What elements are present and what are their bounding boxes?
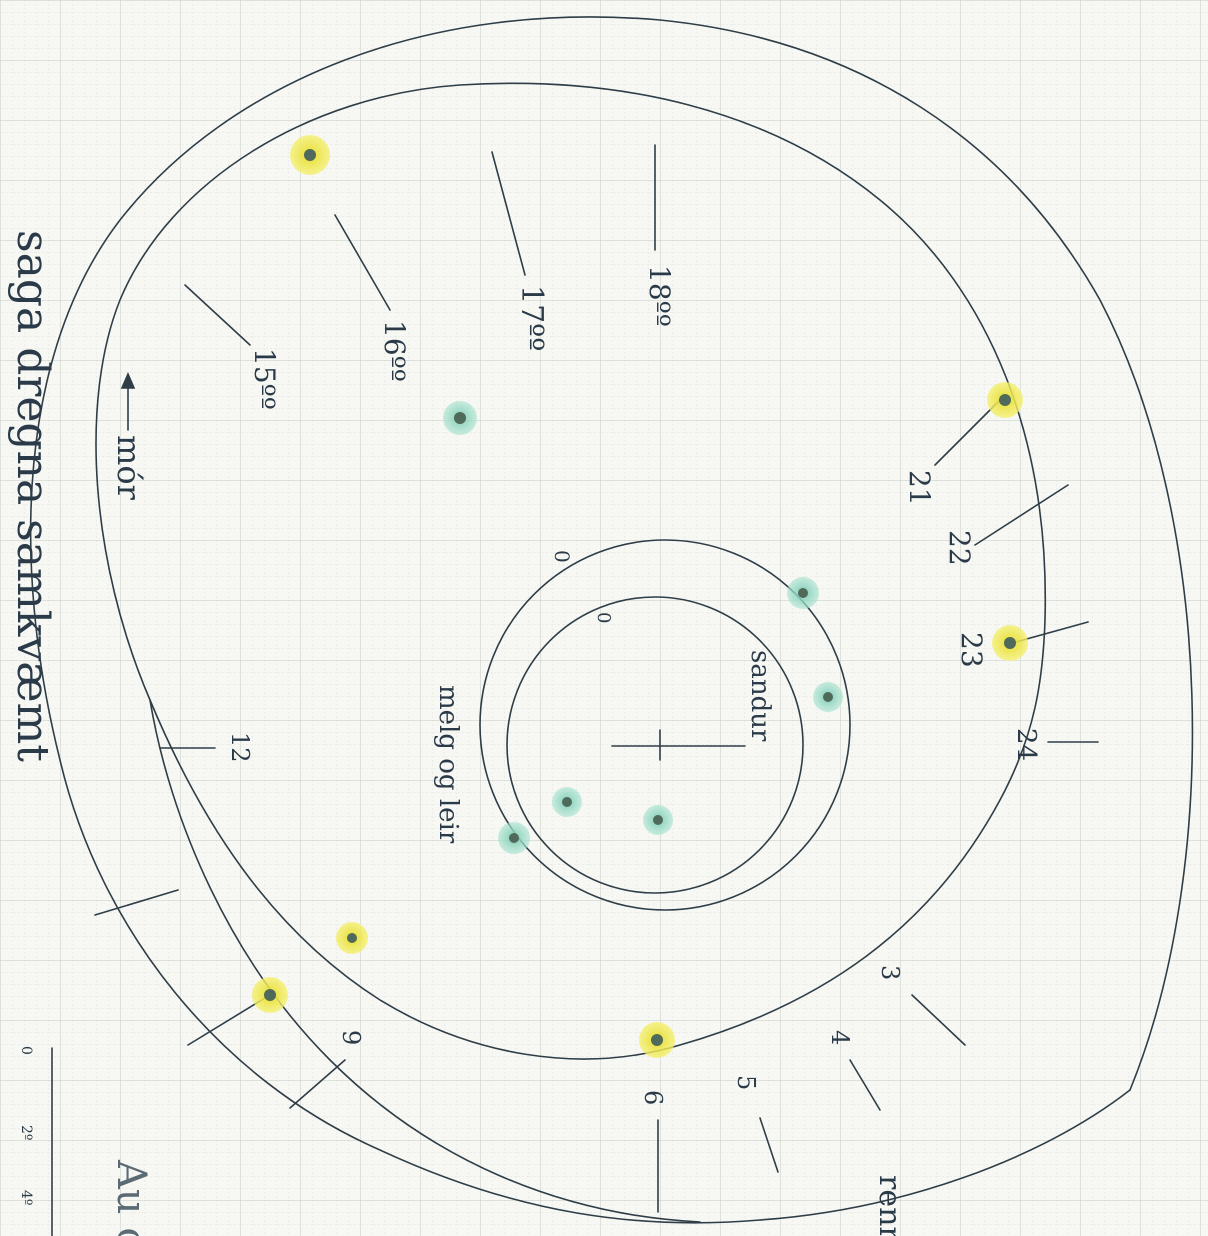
label-5: 5 xyxy=(732,1075,760,1090)
label-9: 9 xyxy=(337,1030,365,1045)
tick-3 xyxy=(911,994,966,1046)
outer-boundary-tail xyxy=(759,1089,1131,1221)
label-22: 22 xyxy=(943,530,976,566)
label-sandur: sandur xyxy=(745,650,775,742)
pointer-9 xyxy=(187,997,266,1046)
label-16: 16ºº xyxy=(378,320,411,382)
label-6: 6 xyxy=(639,1090,667,1105)
scale-label-4: 4º xyxy=(18,1190,34,1206)
label-24: 24 xyxy=(1011,728,1041,761)
label-3: 3 xyxy=(876,965,904,980)
label-zero-outer: 0 xyxy=(550,550,574,563)
tick-15 xyxy=(184,284,251,346)
label-12: 12 xyxy=(226,732,254,763)
tick-9 xyxy=(289,1059,346,1109)
label-17: 17ºº xyxy=(514,285,549,351)
tick-16 xyxy=(334,214,391,311)
tick-5 xyxy=(759,1117,779,1173)
edge-text-bottom: Au cið xyxy=(108,1159,154,1236)
outer-boundary-curve xyxy=(29,16,1194,1224)
tick-22 xyxy=(974,484,1069,546)
dot-centers xyxy=(264,149,1016,1046)
tick-4 xyxy=(849,1059,881,1111)
inner-circle-outer xyxy=(479,539,851,911)
spiral-connector-curve xyxy=(149,699,701,1223)
label-21: 21 xyxy=(903,470,936,506)
tick-17 xyxy=(491,151,526,276)
scale-label-2: 2º xyxy=(18,1125,34,1141)
label-4: 4 xyxy=(826,1030,854,1045)
tick-mid-left xyxy=(94,889,179,916)
label-zero-inner: 0 xyxy=(593,612,614,623)
edge-text-left: saga dregna samkvæmt xyxy=(7,230,58,762)
label-mor: mór xyxy=(110,435,148,501)
label-renn: renn xyxy=(872,1175,907,1236)
label-23: 23 xyxy=(955,632,988,668)
scale-label-0: 0 xyxy=(18,1046,34,1055)
middle-ring-curve xyxy=(95,82,1047,1060)
label-melgogleir: melg og leir xyxy=(433,685,463,844)
inner-circle-inner xyxy=(506,596,804,894)
label-15: 15ºº xyxy=(248,348,281,410)
mor-arrow-head xyxy=(120,371,136,389)
label-18: 18ºº xyxy=(643,265,676,327)
